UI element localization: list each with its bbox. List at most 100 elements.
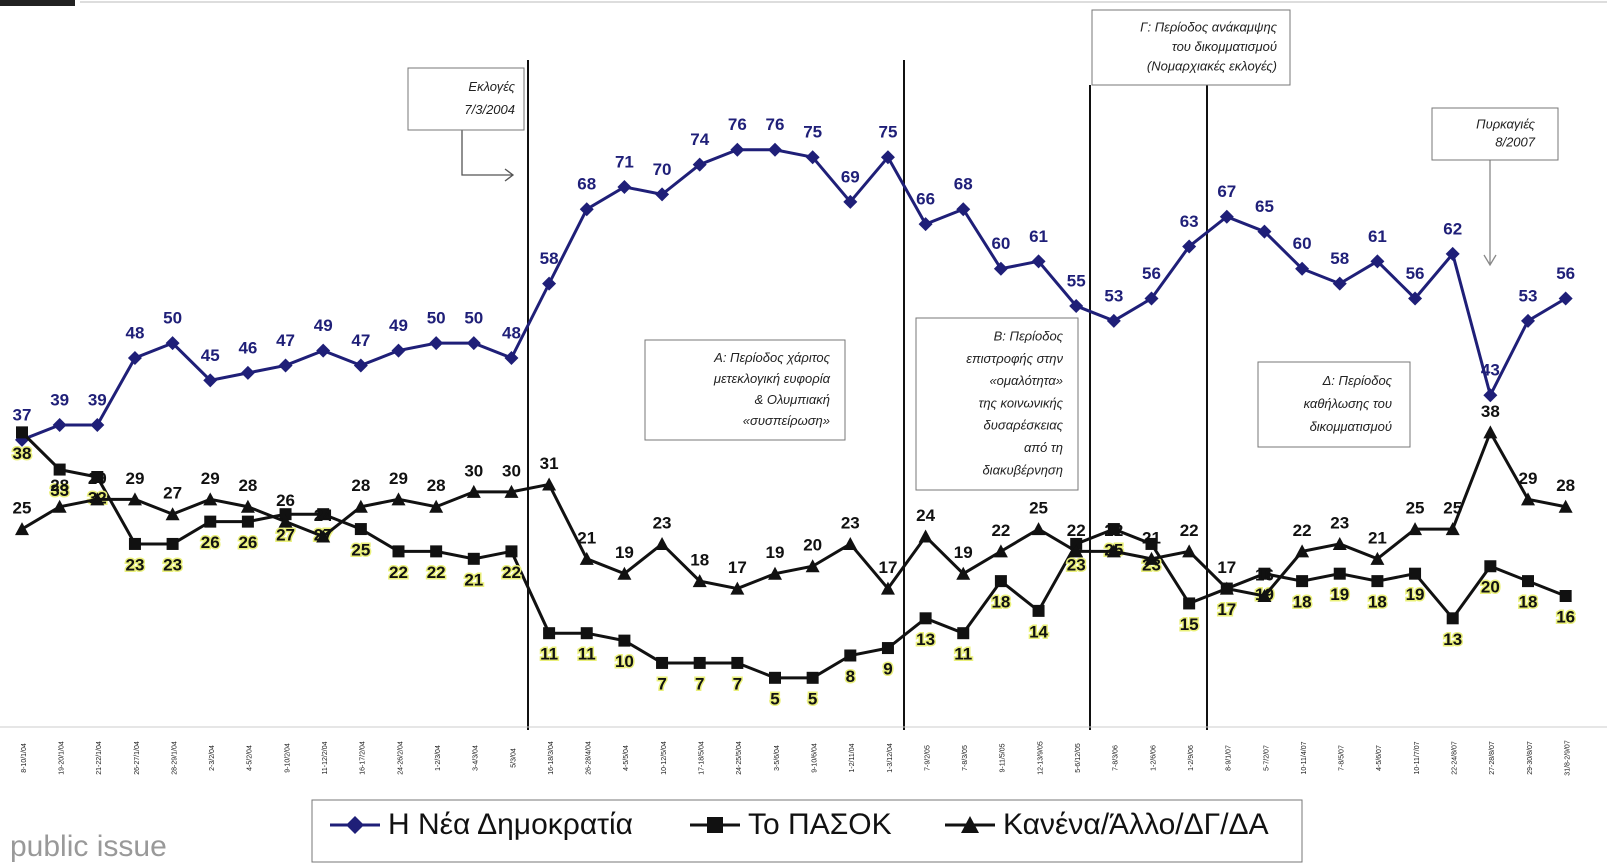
annotation-box xyxy=(1091,9,1291,86)
data-label: 16 xyxy=(1255,565,1274,584)
data-label: 46 xyxy=(238,338,257,357)
marker xyxy=(1370,551,1385,565)
data-label: 21 xyxy=(1368,528,1387,547)
legend-label: Το ΠΑΣΟΚ xyxy=(748,808,892,841)
marker xyxy=(353,358,368,373)
marker xyxy=(204,515,217,528)
marker xyxy=(505,545,518,558)
data-label: 23 xyxy=(1067,555,1086,574)
data-label: 22 xyxy=(1067,521,1086,540)
annotation-text: μετεκλογική ευφορία xyxy=(713,371,831,386)
data-label: 58 xyxy=(540,249,559,268)
data-label: 60 xyxy=(1293,234,1312,253)
marker xyxy=(1032,604,1045,617)
data-label: 21 xyxy=(577,528,596,547)
data-label: 61 xyxy=(1029,227,1048,246)
data-label: 50 xyxy=(464,309,483,328)
x-tick-label: 8-10/1/04 xyxy=(21,743,28,773)
marker xyxy=(16,426,28,439)
x-tick-label: 3-4/3/04 xyxy=(473,745,480,771)
data-label: 19 xyxy=(1406,585,1425,604)
x-tick-label: 9-10/2/04 xyxy=(284,743,291,773)
data-label: 25 xyxy=(351,541,370,560)
data-label: 23 xyxy=(1142,555,1161,574)
x-tick-label: 4-5/5/04 xyxy=(623,745,630,771)
marker xyxy=(504,351,519,365)
data-label: 37 xyxy=(13,405,32,424)
data-label: 22 xyxy=(502,563,521,582)
marker xyxy=(166,537,179,550)
data-label: 25 xyxy=(1443,499,1462,518)
data-label: 38 xyxy=(13,444,32,463)
data-label: 7 xyxy=(733,674,742,693)
data-label: 13 xyxy=(1443,630,1462,649)
annotation-box xyxy=(915,317,1079,491)
marker xyxy=(880,150,895,165)
data-label: 62 xyxy=(1443,219,1462,238)
x-tick-label: 5-6/12/05 xyxy=(1075,743,1082,773)
x-tick-label: 21-22/1/04 xyxy=(96,741,103,775)
data-label: 45 xyxy=(201,346,220,365)
data-label: 22 xyxy=(427,563,446,582)
x-tick-label: 26-28/4/04 xyxy=(586,741,593,775)
data-label: 20 xyxy=(803,536,822,555)
data-label: 27 xyxy=(276,526,295,545)
data-label: 22 xyxy=(991,521,1010,540)
x-tick-label: 22-24/8/07 xyxy=(1452,741,1459,775)
marker xyxy=(392,545,405,558)
marker xyxy=(768,566,782,580)
marker xyxy=(579,551,594,565)
series: 37 39 39 48 50 45 46 47 49 47 49 50 50 48 58 68 71 70 74 76… xyxy=(13,115,1575,447)
marker xyxy=(1219,581,1234,595)
data-label: 13 xyxy=(916,630,935,649)
marker xyxy=(279,508,292,521)
data-label: 70 xyxy=(653,160,672,179)
data-label: 28 xyxy=(50,476,69,495)
annotation-text: «ομαλότητα» xyxy=(989,373,1063,388)
marker xyxy=(429,336,444,351)
marker xyxy=(90,417,105,432)
marker xyxy=(1558,291,1573,306)
annotation-text: επιστροφής στην xyxy=(966,351,1063,366)
data-label: 48 xyxy=(502,323,521,342)
annotation-text: Εκλογές xyxy=(468,79,515,94)
marker xyxy=(127,492,142,506)
data-label: 7 xyxy=(657,674,666,693)
x-tick-label: 9-11/5/05 xyxy=(1000,743,1007,772)
marker xyxy=(1296,575,1309,588)
data-label: 22 xyxy=(1293,521,1312,540)
marker xyxy=(542,276,557,291)
data-label: 48 xyxy=(125,323,144,342)
data-label: 19 xyxy=(954,543,973,562)
data-label: 23 xyxy=(841,513,860,532)
data-label: 21 xyxy=(464,570,483,589)
marker xyxy=(617,179,632,194)
data-label: 26 xyxy=(201,533,220,552)
data-label: 17 xyxy=(1217,600,1236,619)
marker xyxy=(391,492,406,506)
x-tick-label: 1-2/9/06 xyxy=(1188,745,1195,771)
data-label: 56 xyxy=(1406,264,1425,283)
marker xyxy=(769,671,781,684)
x-tick-label: 3-5/6/04 xyxy=(774,745,781,771)
data-label: 19 xyxy=(766,543,785,562)
x-tick-label: 31/8-2/9/07 xyxy=(1564,740,1571,776)
x-tick-label: 5/3/04 xyxy=(510,748,517,768)
data-label: 10 xyxy=(615,652,634,671)
data-label: 22 xyxy=(389,563,408,582)
data-label: 20 xyxy=(1481,578,1500,597)
marker xyxy=(1183,597,1196,610)
data-label: 30 xyxy=(502,461,521,480)
marker xyxy=(1144,551,1159,565)
marker xyxy=(203,492,218,506)
marker xyxy=(278,358,293,373)
marker xyxy=(918,529,933,543)
data-label: 11 xyxy=(954,645,972,664)
marker xyxy=(579,202,594,217)
marker xyxy=(240,365,255,380)
data-label: 9 xyxy=(883,660,892,679)
marker xyxy=(692,157,707,172)
data-label: 25 xyxy=(1406,499,1425,518)
annotation-box xyxy=(1431,107,1559,161)
marker xyxy=(961,816,979,833)
